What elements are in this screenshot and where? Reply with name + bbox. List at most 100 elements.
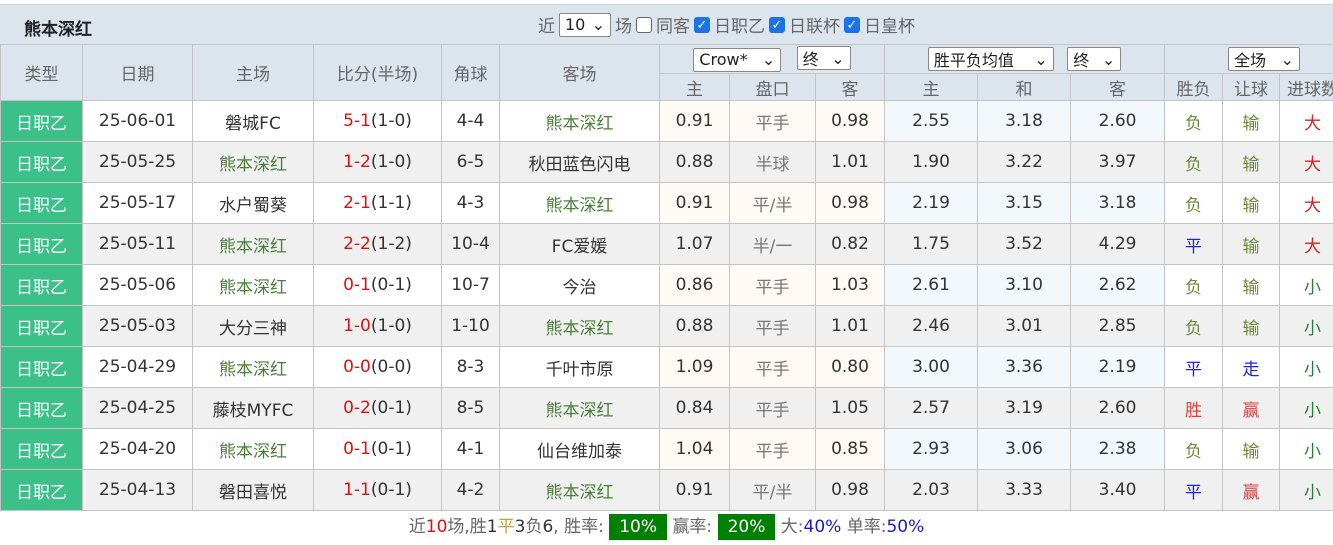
- euro-home-odds: 2.46: [884, 305, 979, 347]
- home-team-link[interactable]: 熊本深红: [192, 346, 314, 388]
- asian-company-select[interactable]: Crow* ⌄: [693, 47, 782, 72]
- table-row[interactable]: 日职乙 25-05-06 熊本深红 0-1(0-1) 10-7 今治 0.86 平手 1.03 2…: [0, 264, 1333, 306]
- summary-text: 负: [525, 517, 543, 537]
- home-team-link[interactable]: 熊本深红: [192, 428, 314, 470]
- score-cell[interactable]: 0-1(0-1): [313, 428, 442, 470]
- filter-checkbox-1[interactable]: ✓: [694, 16, 710, 33]
- euro-away-odds: 3.97: [1070, 141, 1166, 183]
- result-cell: 负: [1164, 182, 1224, 224]
- asian-header: Crow* ⌄ 终 ⌄: [658, 44, 886, 74]
- home-team-link[interactable]: 藤枝MYFC: [192, 387, 314, 429]
- home-team-link[interactable]: 熊本深红: [192, 223, 314, 265]
- away-team-link[interactable]: 千叶市原: [499, 346, 660, 388]
- league-cell[interactable]: 日职乙: [0, 346, 83, 388]
- table-row[interactable]: 日职乙 25-05-17 水户蜀葵 2-1(1-1) 4-3 熊本深红 0.91 平/半 0.9…: [0, 182, 1333, 224]
- scope-select[interactable]: 全场 ⌄: [1228, 47, 1301, 71]
- score-cell[interactable]: 2-1(1-1): [313, 182, 442, 224]
- euro-away-odds: 2.85: [1070, 305, 1166, 347]
- home-team-link[interactable]: 大分三神: [192, 305, 314, 347]
- over-under-cell: 大: [1279, 223, 1333, 265]
- summary-text: 近: [408, 517, 426, 537]
- asian-time-select[interactable]: 终 ⌄: [796, 46, 851, 71]
- chevron-down-icon: ⌄: [1280, 49, 1295, 69]
- select-value: 终: [802, 50, 819, 70]
- asian-home-odds: 0.91: [659, 469, 730, 511]
- date-cell: 25-05-11: [82, 223, 193, 265]
- euro-home-odds: 1.75: [884, 223, 979, 265]
- home-team-link[interactable]: 磐城FC: [192, 100, 314, 142]
- away-team-link[interactable]: 仙台维加泰: [499, 428, 660, 470]
- league-cell[interactable]: 日职乙: [0, 141, 83, 183]
- away-team-link[interactable]: 熊本深红: [499, 305, 660, 347]
- euro-header: 胜平负均值 ⌄ 终 ⌄: [884, 44, 1166, 74]
- asian-home-odds: 1.09: [659, 346, 730, 388]
- table-row[interactable]: 日职乙 25-06-01 磐城FC 5-1(1-0) 4-4 熊本深红 0.91 平手 0.98…: [0, 100, 1333, 142]
- asian-away-odds: 0.80: [814, 346, 886, 388]
- count-value: 10: [565, 15, 586, 34]
- away-team-link[interactable]: 熊本深红: [499, 469, 660, 511]
- score-cell[interactable]: 5-1(1-0): [313, 100, 442, 142]
- filter-label: 日联杯: [789, 17, 840, 37]
- home-team-link[interactable]: 熊本深红: [192, 264, 314, 306]
- summary-text: 大:: [780, 517, 804, 537]
- league-cell[interactable]: 日职乙: [0, 223, 83, 265]
- table-row[interactable]: 日职乙 25-05-11 熊本深红 2-2(1-2) 10-4 FC爱媛 1.07 半/一 0.…: [0, 223, 1333, 265]
- filter-label: 日职乙: [714, 17, 765, 37]
- table-row[interactable]: 日职乙 25-04-29 熊本深红 0-0(0-0) 8-3 千叶市原 1.09 平手 0.80…: [0, 346, 1333, 388]
- date-cell: 25-05-03: [82, 305, 193, 347]
- filter-checkbox-3[interactable]: ✓: [844, 16, 860, 33]
- chevron-down-icon: ⌄: [1034, 49, 1048, 69]
- league-cell[interactable]: 日职乙: [0, 305, 83, 347]
- score-cell[interactable]: 1-2(1-0): [313, 141, 442, 183]
- table-row[interactable]: 日职乙 25-05-25 熊本深红 1-2(1-0) 6-5 秋田蓝色闪电 0.88 半球 1.…: [0, 141, 1333, 183]
- summary-wins: 1: [486, 517, 498, 537]
- score-cell[interactable]: 0-0(0-0): [313, 346, 442, 388]
- euro-home-odds: 2.19: [884, 182, 979, 224]
- score-cell[interactable]: 1-0(1-0): [313, 305, 442, 347]
- asian-home-odds: 0.88: [659, 141, 730, 183]
- away-team-link[interactable]: FC爱媛: [499, 223, 660, 265]
- asian-away-odds: 1.03: [814, 264, 886, 306]
- chevron-down-icon: ⌄: [1101, 49, 1116, 69]
- table-row[interactable]: 日职乙 25-04-13 磐田喜悦 1-1(0-1) 4-2 熊本深红 0.91 平/半 0.9…: [0, 469, 1333, 511]
- away-team-link[interactable]: 熊本深红: [499, 182, 660, 224]
- filter-checkbox-2[interactable]: ✓: [769, 16, 785, 33]
- euro-time-select[interactable]: 终 ⌄: [1067, 47, 1122, 71]
- chevron-down-icon: ⌄: [761, 50, 776, 70]
- asian-home-odds: 1.04: [659, 428, 730, 470]
- count-select[interactable]: 10 ⌄: [559, 12, 611, 37]
- score-cell[interactable]: 0-2(0-1): [313, 387, 442, 429]
- table-row[interactable]: 日职乙 25-04-25 藤枝MYFC 0-2(0-1) 8-5 熊本深红 0.84 平手 1.…: [0, 387, 1333, 429]
- league-cell[interactable]: 日职乙: [0, 264, 83, 306]
- half-time-score: (0-1): [370, 439, 412, 459]
- away-team-link[interactable]: 熊本深红: [499, 387, 660, 429]
- half-time-score: (1-1): [370, 193, 412, 213]
- away-team-link[interactable]: 秋田蓝色闪电: [499, 141, 660, 183]
- handicap-line: 平/半: [729, 182, 816, 224]
- league-cell[interactable]: 日职乙: [0, 469, 83, 511]
- euro-away-odds: 2.38: [1070, 428, 1166, 470]
- handicap-line: 半/一: [729, 223, 816, 265]
- home-team-link[interactable]: 磐田喜悦: [192, 469, 314, 511]
- score-cell[interactable]: 1-1(0-1): [313, 469, 442, 511]
- league-cell[interactable]: 日职乙: [0, 100, 83, 142]
- league-cell[interactable]: 日职乙: [0, 182, 83, 224]
- away-team-link[interactable]: 熊本深红: [499, 100, 660, 142]
- select-value: 胜平负均值: [933, 51, 1014, 70]
- table-row[interactable]: 日职乙 25-04-20 熊本深红 0-1(0-1) 4-1 仙台维加泰 1.04 平手 0.8…: [0, 428, 1333, 470]
- score-cell[interactable]: 0-1(0-1): [313, 264, 442, 306]
- score-cell[interactable]: 2-2(1-2): [313, 223, 442, 265]
- handicap-result-cell: 输: [1222, 141, 1281, 183]
- table-row[interactable]: 日职乙 25-05-03 大分三神 1-0(1-0) 1-10 熊本深红 0.88 平手 1.0…: [0, 305, 1333, 347]
- corner-cell: 4-1: [441, 428, 500, 470]
- over-rate: 40%: [803, 517, 842, 537]
- same-away-checkbox[interactable]: [636, 16, 652, 33]
- away-team-link[interactable]: 今治: [499, 264, 660, 306]
- euro-company-select[interactable]: 胜平负均值 ⌄: [927, 47, 1054, 71]
- league-cell[interactable]: 日职乙: [0, 387, 83, 429]
- home-team-link[interactable]: 熊本深红: [192, 141, 314, 183]
- home-team-link[interactable]: 水户蜀葵: [192, 182, 314, 224]
- league-cell[interactable]: 日职乙: [0, 428, 83, 470]
- euro-home-odds: 3.00: [884, 346, 979, 388]
- col-sub: 客: [1070, 73, 1166, 101]
